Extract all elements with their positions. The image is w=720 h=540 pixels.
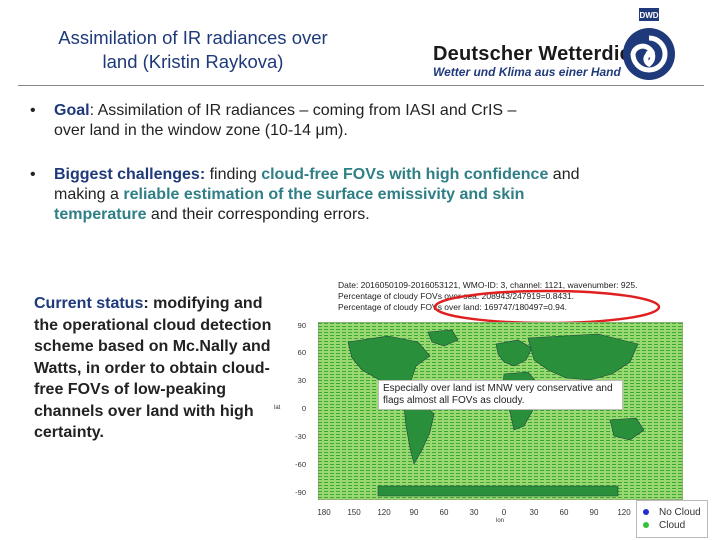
x-tick-label: 150: [347, 508, 361, 517]
slide-title: Assimilation of IR radiances over land (…: [18, 26, 368, 74]
current-status-body: : modifying and the operational cloud de…: [34, 295, 272, 441]
cloud-map: [318, 322, 683, 500]
challenges-text-3: and their corresponding errors.: [146, 206, 370, 223]
legend-item-no-cloud: No Cloud: [643, 507, 701, 518]
x-axis-title: lon: [496, 518, 505, 524]
slide-title-line2: land (Kristin Raykova): [102, 51, 284, 72]
legend-label-no-cloud: No Cloud: [659, 507, 701, 518]
map-legend: No Cloud Cloud: [636, 500, 708, 538]
y-tick-label: 0: [301, 404, 306, 413]
plot-header-line3: Percentage of cloudy FOVs over land: 169…: [338, 302, 567, 312]
plot-header-line1: Date: 2016050109-2016053121, WMO-ID: 3, …: [338, 280, 638, 290]
x-tick-label: 0: [501, 508, 507, 517]
y-axis-title: lat: [274, 405, 281, 411]
dwd-slogan: Wetter und Klima aus einer Hand: [433, 65, 621, 79]
annotation-callout: Especially over land ist MNW very conser…: [378, 380, 623, 410]
y-tick-label: 90: [297, 321, 306, 330]
y-tick-label: -30: [295, 432, 306, 441]
challenges-label: Biggest challenges:: [54, 166, 206, 183]
y-tick-label: 60: [297, 348, 306, 357]
legend-swatch-no-cloud: [643, 509, 649, 516]
x-tick-label: 180: [317, 508, 331, 517]
y-tick-label: 30: [297, 376, 306, 385]
x-tick-label: 90: [589, 508, 599, 517]
x-tick-label: 120: [377, 508, 391, 517]
bullet-dot: •: [30, 166, 36, 183]
dwd-spiral-icon: DWD: [623, 8, 675, 80]
challenges-text-2: and making a: [54, 166, 580, 203]
challenges-highlight-2: reliable estimation of the surface emiss…: [54, 186, 525, 223]
legend-item-cloud: Cloud: [643, 520, 685, 531]
slide-title-line1: Assimilation of IR radiances over: [58, 27, 328, 48]
x-tick-label: 120: [617, 508, 631, 517]
dwd-wordmark: Deutscher Wetterdienst: [433, 43, 662, 65]
x-tick-label: 30: [529, 508, 539, 517]
challenges-text-1: finding: [205, 166, 262, 183]
plot-header: Date: 2016050109-2016053121, WMO-ID: 3, …: [338, 280, 678, 313]
goal-text-2: over land in the window zone (10-14 μm).: [54, 122, 348, 139]
y-tick-label: -90: [295, 488, 306, 497]
x-tick-label: 60: [559, 508, 569, 517]
legend-swatch-cloud: [643, 522, 649, 529]
current-status-label: Current status: [34, 295, 144, 312]
x-tick-label: 90: [409, 508, 419, 517]
current-status-text: Current status: modifying and the operat…: [34, 293, 284, 444]
goal-label: Goal: [54, 102, 90, 119]
legend-label-cloud: Cloud: [659, 520, 686, 531]
header-divider: [18, 85, 704, 86]
bullet-dot: •: [30, 102, 36, 119]
challenges-highlight-1: cloud-free FOVs with high confidence: [261, 166, 549, 183]
x-tick-label: 60: [439, 508, 449, 517]
dwd-badge-text: DWD: [639, 11, 658, 20]
goal-text-1: : Assimilation of IR radiances – coming …: [89, 102, 517, 119]
x-tick-label: 30: [469, 508, 479, 517]
y-tick-label: -60: [295, 460, 306, 469]
plot-header-line2: Percentage of cloudy FOVs over sea: 2089…: [338, 291, 575, 301]
